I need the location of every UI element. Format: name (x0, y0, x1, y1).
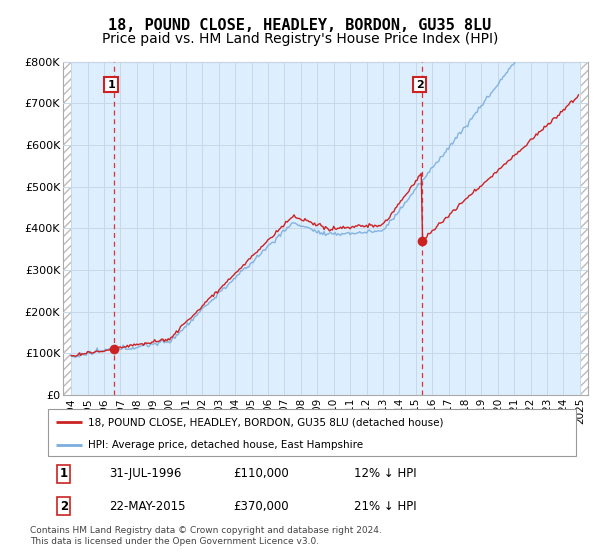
Text: 18, POUND CLOSE, HEADLEY, BORDON, GU35 8LU (detached house): 18, POUND CLOSE, HEADLEY, BORDON, GU35 8… (88, 417, 443, 427)
Text: 1: 1 (107, 80, 115, 90)
Text: 22-MAY-2015: 22-MAY-2015 (109, 500, 185, 513)
Text: 2: 2 (60, 500, 68, 513)
Text: Contains HM Land Registry data © Crown copyright and database right 2024.
This d: Contains HM Land Registry data © Crown c… (30, 526, 382, 546)
Text: 31-JUL-1996: 31-JUL-1996 (109, 468, 181, 480)
Text: 21% ↓ HPI: 21% ↓ HPI (354, 500, 417, 513)
Bar (580, 62, 588, 395)
Text: Price paid vs. HM Land Registry's House Price Index (HPI): Price paid vs. HM Land Registry's House … (102, 32, 498, 46)
FancyBboxPatch shape (48, 409, 576, 456)
Bar (63, 62, 71, 395)
Text: £110,000: £110,000 (233, 468, 289, 480)
Text: 18, POUND CLOSE, HEADLEY, BORDON, GU35 8LU: 18, POUND CLOSE, HEADLEY, BORDON, GU35 8… (109, 18, 491, 32)
Text: HPI: Average price, detached house, East Hampshire: HPI: Average price, detached house, East… (88, 440, 363, 450)
Text: 12% ↓ HPI: 12% ↓ HPI (354, 468, 417, 480)
Text: £370,000: £370,000 (233, 500, 289, 513)
Text: 2: 2 (416, 80, 424, 90)
Text: 1: 1 (60, 468, 68, 480)
